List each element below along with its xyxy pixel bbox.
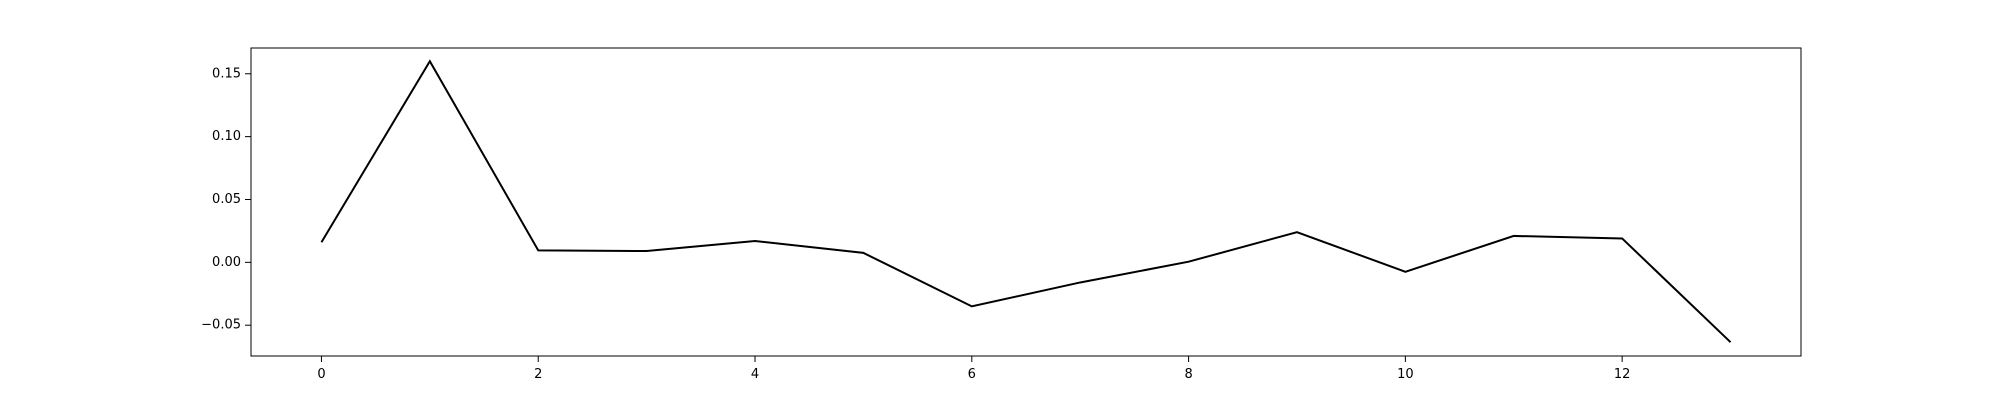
x-tick-label: 2 [534, 367, 542, 382]
y-tick-label: 0.10 [212, 129, 241, 144]
x-tick-label: 12 [1614, 367, 1631, 382]
y-tick-label: 0.15 [212, 66, 241, 81]
plot-background [251, 48, 1801, 356]
y-tick-label: 0.00 [212, 255, 241, 270]
series-line [320, 59, 1732, 343]
x-tick-label: 8 [1184, 367, 1192, 382]
x-tick-label: 6 [968, 367, 976, 382]
y-axis: −0.05 0.00 0.05 0.10 0.15 [201, 66, 251, 333]
y-tick-label: −0.05 [201, 318, 241, 333]
plot-frame [250, 47, 1802, 357]
x-tick-label: 10 [1397, 367, 1414, 382]
series-layer [320, 59, 1732, 343]
x-tick-label: 0 [317, 367, 325, 382]
y-tick-label: 0.05 [212, 192, 241, 207]
x-axis: 0 2 4 6 8 10 12 [317, 356, 1630, 382]
x-tick-label: 4 [751, 367, 759, 382]
